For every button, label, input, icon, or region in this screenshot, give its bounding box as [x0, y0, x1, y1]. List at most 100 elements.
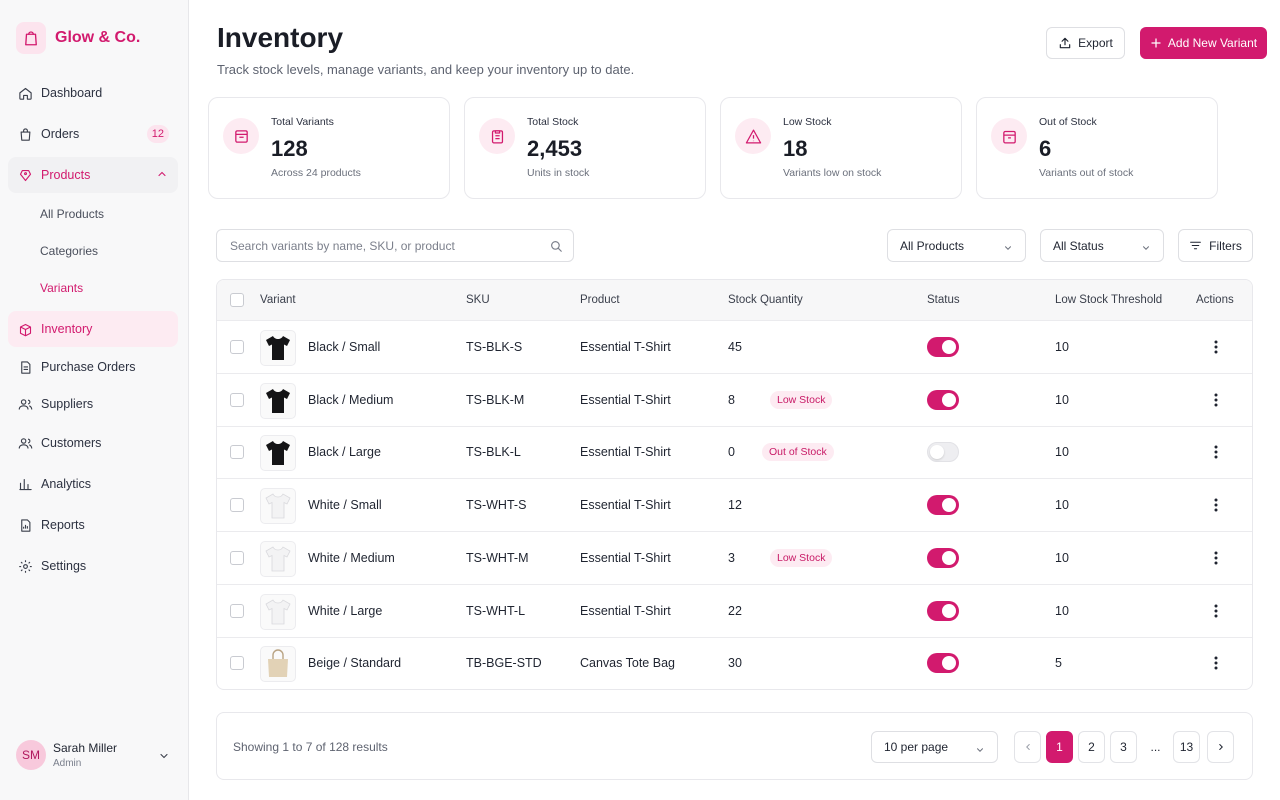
more-actions-icon[interactable]	[1207, 654, 1225, 672]
status-toggle[interactable]	[927, 547, 959, 568]
per-page-select[interactable]: 10 per page	[871, 731, 998, 763]
sidebar-item-suppliers[interactable]: Suppliers	[8, 386, 178, 422]
table-row[interactable]: White / Large TS-WHT-L Essential T-Shirt 22…	[217, 585, 1252, 638]
stock-quantity: 22	[728, 603, 742, 618]
sku: TB-BGE-STD	[466, 656, 542, 671]
sidebar-item-analytics[interactable]: Analytics	[8, 466, 178, 502]
more-actions-icon[interactable]	[1207, 391, 1225, 409]
select-all-checkbox[interactable]	[230, 293, 244, 307]
stat-note: Variants out of stock	[1039, 167, 1134, 179]
filter-icon	[1190, 241, 1202, 250]
product-filter-value: All Products	[900, 238, 965, 253]
user-menu[interactable]: SM Sarah Miller Admin	[16, 740, 176, 770]
variant-name[interactable]: Black / Small	[308, 340, 381, 354]
add-new-variant-label: Add New Variant	[1167, 36, 1258, 50]
variant-name[interactable]: White / Small	[308, 498, 382, 513]
box-icon	[223, 118, 259, 154]
table-header: Variant SKU Product Stock Quantity Statu…	[217, 280, 1252, 321]
shopping-bag-icon	[16, 22, 46, 54]
page-button-13[interactable]: 13	[1173, 731, 1200, 763]
stat-value: 6	[1039, 136, 1052, 161]
page-button-1[interactable]: 1	[1046, 731, 1073, 763]
column-header-status[interactable]: Status	[927, 294, 960, 306]
status-toggle[interactable]	[927, 337, 959, 357]
table-row[interactable]: Black / Large TS-BLK-L Essential T-Shirt 0 O…	[217, 426, 1252, 480]
variant-name[interactable]: Black / Large	[308, 445, 381, 460]
sidebar-item-reports[interactable]: Reports	[8, 507, 178, 543]
home-icon	[17, 85, 33, 101]
plus-icon	[1151, 38, 1161, 48]
page-button-3[interactable]: 3	[1110, 731, 1137, 763]
filters-button[interactable]: Filters	[1178, 229, 1253, 262]
more-actions-icon[interactable]	[1207, 443, 1225, 461]
column-header-sku[interactable]: SKU	[466, 294, 490, 306]
search-icon[interactable]	[549, 239, 563, 256]
add-new-variant-button[interactable]: Add New Variant	[1140, 27, 1267, 59]
row-checkbox[interactable]	[230, 603, 244, 618]
column-header-actions: Actions	[1196, 294, 1234, 306]
sidebar-subitem-variants[interactable]: Variants	[40, 281, 84, 295]
product-name: Essential T-Shirt	[580, 340, 671, 354]
sidebar-item-purchase-orders[interactable]: Purchase Orders	[8, 349, 178, 385]
brand[interactable]: Glow & Co.	[16, 22, 140, 54]
table-row[interactable]: White / Small TS-WHT-S Essential T-Shirt 12…	[217, 479, 1252, 533]
table-row[interactable]: Black / Medium TS-BLK-M Essential T-Shirt 8…	[217, 374, 1252, 427]
black-tshirt-thumbnail	[260, 330, 296, 366]
row-checkbox[interactable]	[230, 656, 244, 671]
column-header-variant[interactable]: Variant	[260, 294, 296, 306]
row-checkbox[interactable]	[230, 445, 244, 460]
status-toggle[interactable]	[927, 495, 959, 516]
sidebar-subitem-categories[interactable]: Categories	[40, 244, 99, 258]
bar-chart-icon	[17, 476, 33, 492]
export-button[interactable]: Export	[1046, 27, 1125, 59]
sidebar-item-settings[interactable]: Settings	[8, 548, 178, 584]
stock-quantity: 30	[728, 656, 742, 671]
row-checkbox[interactable]	[230, 498, 244, 513]
sidebar-item-orders[interactable]: Orders 12	[8, 116, 178, 152]
next-page-button[interactable]	[1207, 731, 1234, 763]
table-row[interactable]: Beige / Standard TB-BGE-STD Canvas Tote Ba…	[217, 637, 1252, 689]
sidebar-item-dashboard[interactable]: Dashboard	[8, 75, 178, 111]
table-row[interactable]: Black / Small TS-BLK-S Essential T-Shirt 45…	[217, 321, 1252, 374]
sku: TS-BLK-L	[466, 445, 521, 460]
sidebar-subitem-all-products[interactable]: All Products	[40, 207, 105, 221]
sidebar-item-inventory[interactable]: Inventory	[8, 311, 178, 347]
results-summary: Showing 1 to 7 of 128 results	[233, 740, 388, 754]
user-name: Sarah Miller	[53, 741, 118, 755]
table-row[interactable]: White / Medium TS-WHT-M Essential T-Shirt 3…	[217, 532, 1252, 585]
more-actions-icon[interactable]	[1207, 549, 1225, 567]
variant-name[interactable]: White / Medium	[308, 550, 395, 565]
variant-name[interactable]: Beige / Standard	[308, 656, 402, 671]
row-checkbox[interactable]	[230, 340, 244, 354]
gear-icon	[17, 558, 33, 574]
product-filter-select[interactable]: All Products	[887, 229, 1026, 262]
more-actions-icon[interactable]	[1207, 338, 1225, 356]
sidebar-item-customers[interactable]: Customers	[8, 425, 178, 461]
user-group-icon	[17, 435, 33, 451]
column-header-low-stock-threshold[interactable]: Low Stock Threshold	[1055, 294, 1163, 306]
prev-page-button[interactable]	[1014, 731, 1041, 763]
stat-label: Out of Stock	[1039, 116, 1097, 128]
row-checkbox[interactable]	[230, 392, 244, 407]
status-toggle[interactable]	[927, 653, 959, 674]
column-header-stock-quantity[interactable]: Stock Quantity	[728, 294, 803, 306]
more-actions-icon[interactable]	[1207, 496, 1225, 514]
variant-name[interactable]: Black / Medium	[308, 392, 394, 407]
stock-status-badge: Low Stock	[770, 548, 833, 567]
tote-bag-thumbnail	[260, 646, 296, 683]
status-toggle[interactable]	[927, 600, 959, 621]
page-button-2[interactable]: 2	[1078, 731, 1105, 763]
stock-quantity: 3	[728, 550, 735, 565]
page-subtitle: Track stock levels, manage variants, and…	[217, 62, 635, 77]
sidebar-item-products[interactable]: Products	[8, 157, 178, 193]
status-filter-select[interactable]: All Status	[1040, 229, 1164, 262]
more-actions-icon[interactable]	[1207, 602, 1225, 620]
status-toggle[interactable]	[927, 442, 959, 463]
row-checkbox[interactable]	[230, 550, 244, 565]
status-toggle[interactable]	[927, 389, 959, 410]
variant-name[interactable]: White / Large	[308, 603, 383, 618]
column-header-product[interactable]: Product	[580, 294, 620, 306]
low-stock-threshold: 10	[1055, 445, 1069, 460]
search-input[interactable]	[218, 231, 538, 260]
brand-name: Glow & Co.	[55, 29, 141, 46]
